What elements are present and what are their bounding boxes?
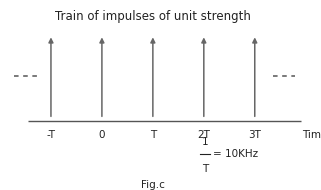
Text: T: T xyxy=(150,130,156,139)
Text: Fig.c: Fig.c xyxy=(141,180,165,190)
Text: = 10KHz: = 10KHz xyxy=(213,149,258,159)
Text: T: T xyxy=(202,164,208,174)
Text: 2T: 2T xyxy=(197,130,210,139)
Text: Train of impulses of unit strength: Train of impulses of unit strength xyxy=(55,10,251,23)
Text: Time →: Time → xyxy=(302,130,321,139)
Text: 0: 0 xyxy=(99,130,105,139)
Text: 3T: 3T xyxy=(248,130,261,139)
Text: -T: -T xyxy=(47,130,56,139)
Text: 1: 1 xyxy=(202,137,208,147)
